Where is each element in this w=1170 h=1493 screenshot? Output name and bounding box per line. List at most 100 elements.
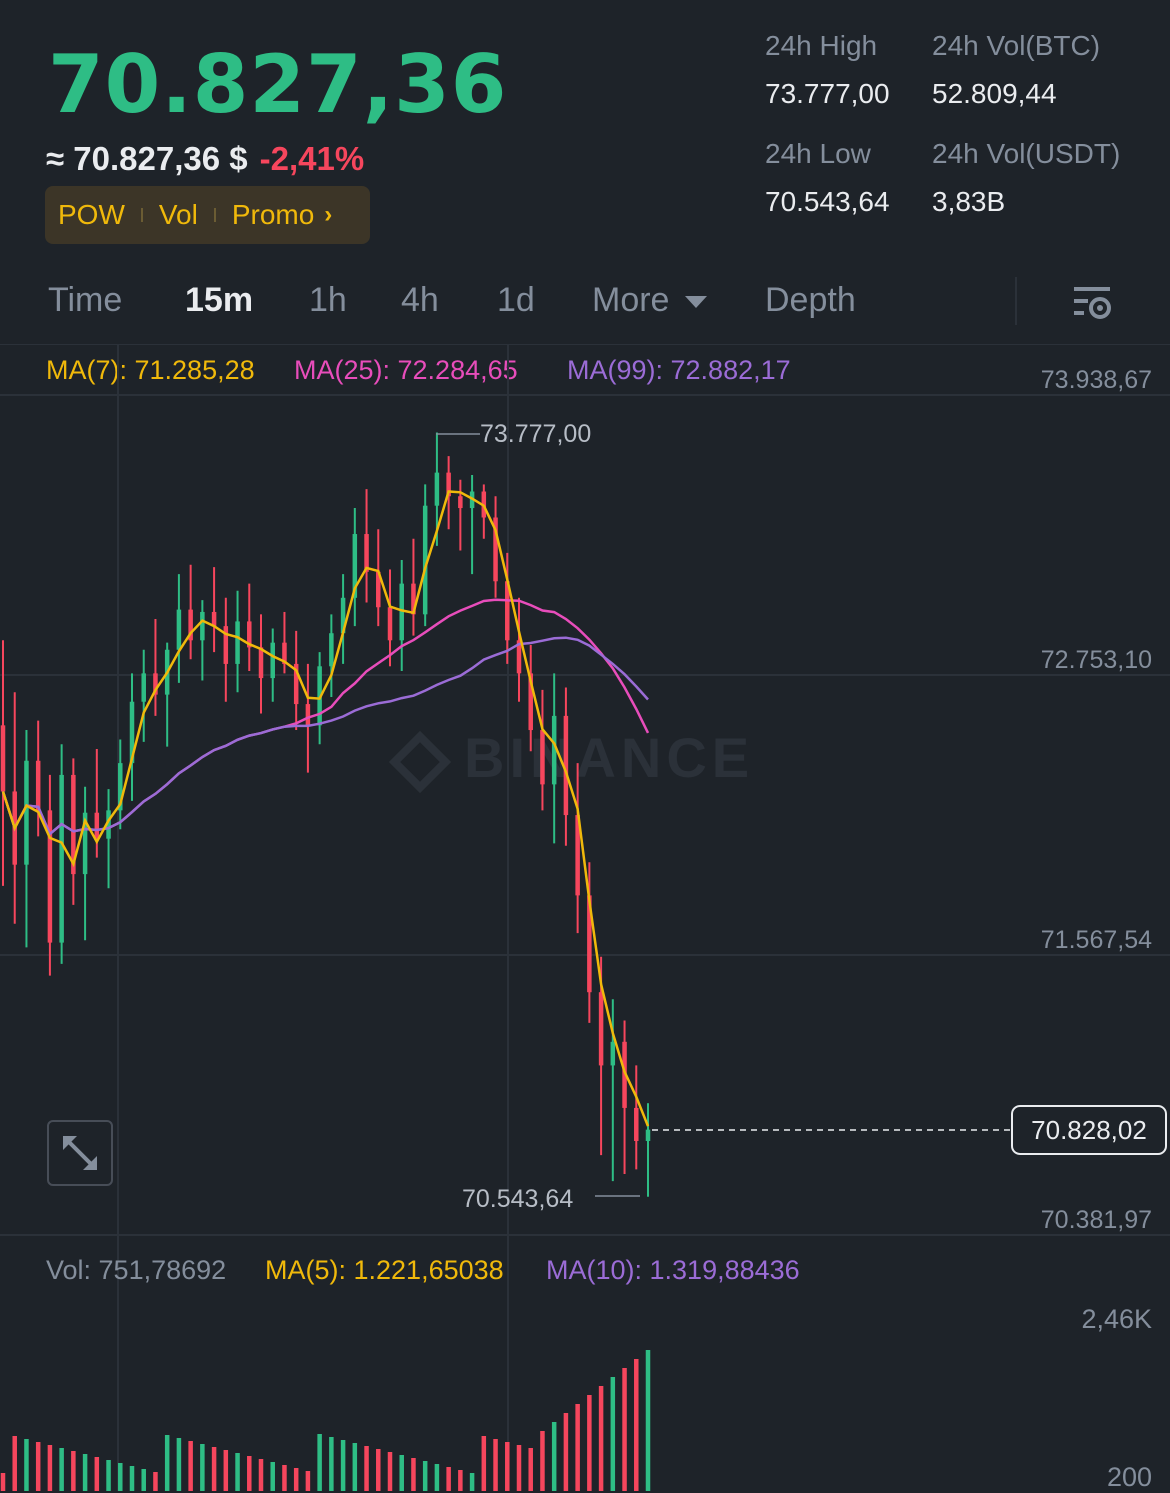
tag-promo[interactable]: Promo — [231, 199, 315, 230]
tab-more[interactable]: More — [592, 281, 707, 320]
volume-bar — [340, 1440, 346, 1491]
candle-body — [387, 607, 393, 641]
volume-bar — [223, 1450, 229, 1491]
current-price-tag[interactable]: 70.828,02 — [1011, 1105, 1167, 1155]
volume-bar — [469, 1473, 475, 1491]
candle-body — [340, 597, 346, 634]
candle-body — [270, 642, 275, 679]
candle-body — [458, 496, 463, 509]
candle-body — [188, 609, 193, 641]
tab-time[interactable]: Time — [48, 281, 123, 319]
volume-bar — [575, 1404, 580, 1491]
candle-body — [411, 583, 416, 615]
candle-body — [211, 611, 217, 627]
tab-4h[interactable]: 4h — [401, 281, 439, 319]
volume-bar — [293, 1468, 299, 1491]
chart-settings-icon[interactable] — [1072, 283, 1112, 323]
volume-bar — [399, 1455, 404, 1491]
candle-body — [59, 774, 64, 943]
stat-24h-vol-usdt-value: 3,83B — [932, 186, 1006, 217]
ma7-legend: MA(7): 71.285,28 — [46, 355, 255, 385]
tab-more-label: More — [592, 281, 670, 319]
volume-bar — [458, 1470, 463, 1491]
watermark-text: BINANCE — [464, 726, 755, 789]
tab-depth[interactable]: Depth — [765, 281, 856, 319]
volume-bar — [516, 1445, 522, 1491]
candle-body — [376, 571, 381, 608]
volume-bar — [376, 1449, 381, 1491]
candle-body — [153, 673, 158, 695]
tab-1d[interactable]: 1d — [497, 281, 535, 319]
volume-bar — [0, 1473, 6, 1491]
volume-ma5-legend: MA(5): 1.221,65038 — [265, 1255, 504, 1285]
tab-1h[interactable]: 1h — [309, 281, 347, 319]
volume-bar — [188, 1441, 193, 1491]
volume-bar — [563, 1413, 569, 1491]
candle-body — [293, 663, 299, 705]
candle-body — [129, 701, 135, 764]
volume-ma10-legend: MA(10): 1.319,88436 — [546, 1255, 800, 1285]
volume-bar — [540, 1431, 545, 1491]
approx-usd-value: ≈ 70.827,36 $ — [46, 140, 248, 177]
volume-bar — [551, 1422, 557, 1491]
volume-bar — [247, 1456, 252, 1491]
ma25-legend: MA(25): 72.284,65 — [294, 355, 518, 385]
candle-body — [282, 642, 287, 664]
ma25-line — [1, 598, 650, 837]
candle-body — [364, 534, 369, 572]
tab-15m[interactable]: 15m — [185, 281, 254, 319]
volume-bar — [329, 1437, 334, 1491]
volume-bar — [434, 1464, 440, 1491]
tag-vol[interactable]: Vol — [158, 199, 198, 230]
volume-bar — [59, 1448, 64, 1491]
candle-body — [71, 774, 76, 875]
stat-24h-vol-btc-label: 24h Vol(BTC) — [932, 30, 1101, 61]
volume-bar — [153, 1472, 158, 1491]
volume-bar — [258, 1459, 264, 1491]
volume-bar — [481, 1436, 487, 1491]
y-tick-label: 73.938,67 — [1040, 366, 1152, 394]
volume-bar — [164, 1435, 170, 1491]
volume-bar — [352, 1443, 358, 1491]
volume-bar — [634, 1359, 639, 1491]
expand-chart-button[interactable] — [47, 1120, 113, 1186]
binance-watermark: BINANCE — [388, 725, 755, 794]
volume-bar — [235, 1453, 240, 1491]
candle-body — [598, 992, 604, 1066]
candle-body — [446, 472, 451, 497]
volume-bar — [129, 1466, 135, 1491]
volume-bar — [71, 1451, 76, 1491]
volume-bar — [622, 1368, 627, 1491]
volume-bar — [82, 1454, 88, 1491]
volume-bar — [305, 1471, 311, 1491]
tag-strip[interactable]: POW Vol Promo › — [45, 186, 370, 244]
candle-body — [141, 673, 146, 702]
tag-pow[interactable]: POW — [58, 199, 125, 230]
volume-axis-top: 2,46K — [1081, 1304, 1152, 1334]
chevron-right-icon: › — [324, 201, 333, 228]
candle-body — [47, 810, 53, 943]
volume-bar — [200, 1444, 205, 1491]
volume-bar — [645, 1350, 651, 1491]
volume-bar — [528, 1448, 533, 1491]
stat-24h-high-value: 73.777,00 — [765, 78, 890, 109]
volume-bar — [610, 1377, 616, 1491]
volume-bar — [493, 1439, 498, 1491]
tag-separator — [140, 208, 143, 222]
candle-body — [176, 609, 182, 650]
ma99-line — [1, 636, 649, 837]
volume-bar — [141, 1469, 146, 1491]
volume-legend: Vol: 751,78692 — [46, 1255, 227, 1285]
candle-body — [505, 581, 510, 641]
candle-body — [305, 704, 311, 726]
volume-bar — [35, 1442, 41, 1491]
candle-body — [235, 621, 240, 664]
volume-bar — [598, 1386, 604, 1491]
tabs-divider — [0, 344, 1170, 345]
candle-body — [247, 621, 252, 648]
price-change-percent: -2,41% — [259, 140, 365, 177]
candle-body — [622, 1041, 627, 1108]
volume-bar — [211, 1447, 217, 1491]
candle-body — [575, 815, 580, 896]
